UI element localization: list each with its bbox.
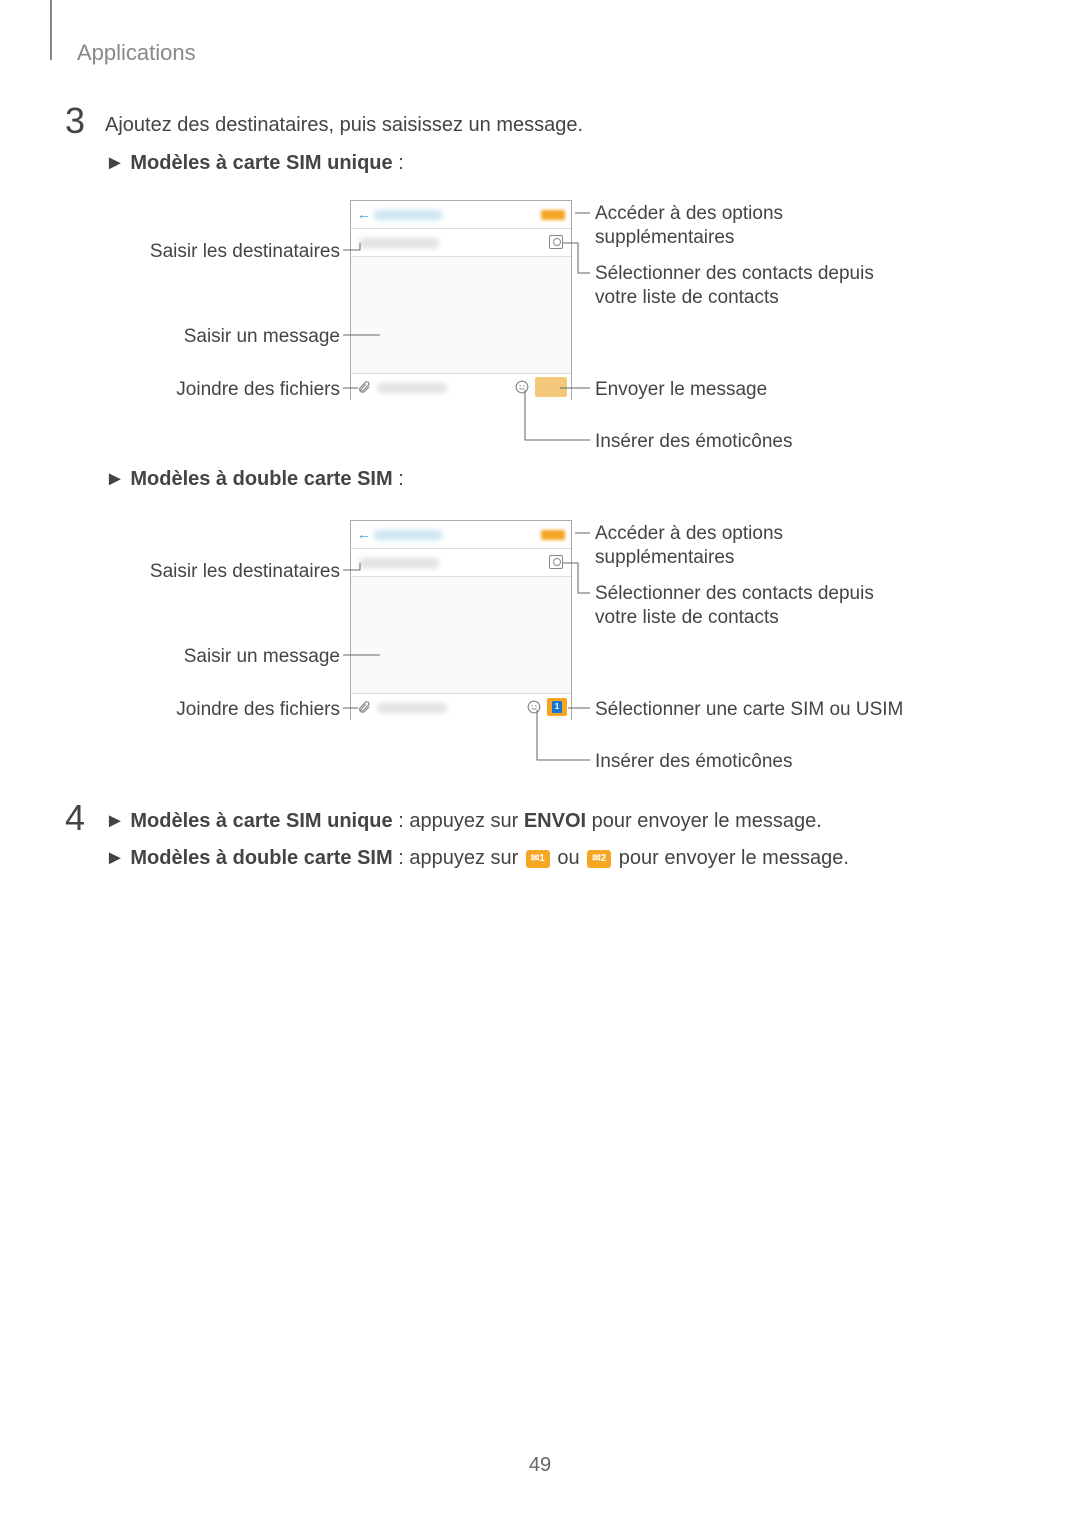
sim2-inline-icon: ✉2: [587, 850, 611, 868]
message-input-placeholder[interactable]: [377, 383, 447, 393]
callout-options-1: Accéder à des options supplémentaires: [595, 202, 875, 250]
more-options-icon[interactable]: [541, 210, 565, 220]
step-3-sub1-bold: Modèles à carte SIM unique: [130, 152, 392, 174]
input-row: [351, 373, 571, 401]
back-icon[interactable]: ←: [357, 526, 371, 542]
callout-saisir-msg-2: Saisir un message: [135, 645, 340, 669]
step-4-line-2: ► Modèles à double carte SIM : appuyez s…: [105, 847, 849, 870]
input-row: 1: [351, 693, 571, 721]
sim1-inline-icon: ✉1: [526, 850, 550, 868]
callout-envoyer-1: Envoyer le message: [595, 378, 875, 402]
callout-emoticones-2: Insérer des émoticônes: [595, 750, 875, 774]
recipient-placeholder[interactable]: [359, 238, 439, 248]
sim-select-icon: 1: [552, 701, 562, 713]
contacts-icon[interactable]: [549, 235, 563, 249]
phone-title-placeholder: [373, 530, 443, 540]
step-4-line2-bold: Modèles à double carte SIM: [130, 847, 392, 869]
message-input-placeholder[interactable]: [377, 703, 447, 713]
callout-emoticones-1: Insérer des émoticônes: [595, 430, 875, 454]
message-body-area[interactable]: [351, 257, 571, 373]
step-4-line2-a: : appuyez sur: [393, 847, 524, 869]
message-body-area[interactable]: [351, 577, 571, 693]
step-3-sub2: ► Modèles à double carte SIM :: [105, 468, 404, 491]
attach-icon[interactable]: [357, 380, 371, 394]
sim-select-button[interactable]: 1: [547, 698, 567, 716]
callout-saisir-dest-2: Saisir les destinataires: [135, 560, 340, 584]
step-4-line-1: ► Modèles à carte SIM unique : appuyez s…: [105, 810, 822, 833]
callout-select-sim-2: Sélectionner une carte SIM ou USIM: [595, 698, 915, 722]
callout-saisir-dest-1: Saisir les destinataires: [135, 240, 340, 264]
phone-header: ←: [351, 201, 571, 229]
step-4-line1-bold: Modèles à carte SIM unique: [130, 810, 392, 832]
step-3-sub2-bold: Modèles à double carte SIM: [130, 468, 392, 490]
step-number-4: 4: [65, 797, 85, 839]
attach-icon[interactable]: [357, 700, 371, 714]
phone-header: ←: [351, 521, 571, 549]
recipient-row: [351, 229, 571, 257]
phone-mock-dual-sim: ← 1: [350, 520, 572, 720]
back-icon[interactable]: ←: [357, 206, 371, 222]
page-margin-mark: [50, 0, 52, 60]
callout-contacts-1: Sélectionner des contacts depuis votre l…: [595, 262, 875, 310]
page-header: Applications: [77, 40, 196, 66]
recipient-placeholder[interactable]: [359, 558, 439, 568]
step-number-3: 3: [65, 100, 85, 142]
phone-mock-single-sim: ←: [350, 200, 572, 400]
callout-joindre-1: Joindre des fichiers: [135, 378, 340, 402]
contacts-icon[interactable]: [549, 555, 563, 569]
callout-contacts-2: Sélectionner des contacts depuis votre l…: [595, 582, 875, 630]
step-4-line1-b: pour envoyer le message.: [586, 810, 822, 832]
send-button[interactable]: [535, 377, 567, 397]
step-3-text: Ajoutez des destinataires, puis saisisse…: [105, 114, 583, 137]
page-number: 49: [529, 1454, 551, 1477]
callout-options-2: Accéder à des options supplémentaires: [595, 522, 875, 570]
emoji-icon[interactable]: [527, 700, 541, 714]
step-4-line2-b: pour envoyer le message.: [613, 847, 849, 869]
step-4-line1-a: : appuyez sur: [393, 810, 524, 832]
callout-joindre-2: Joindre des fichiers: [135, 698, 340, 722]
step-4-line2-ou: ou: [552, 847, 585, 869]
recipient-row: [351, 549, 571, 577]
phone-title-placeholder: [373, 210, 443, 220]
callout-saisir-msg-1: Saisir un message: [135, 325, 340, 349]
step-4-envoi: ENVOI: [524, 810, 586, 832]
more-options-icon[interactable]: [541, 530, 565, 540]
step-3-sub1: ► Modèles à carte SIM unique :: [105, 152, 404, 175]
emoji-icon[interactable]: [515, 380, 529, 394]
